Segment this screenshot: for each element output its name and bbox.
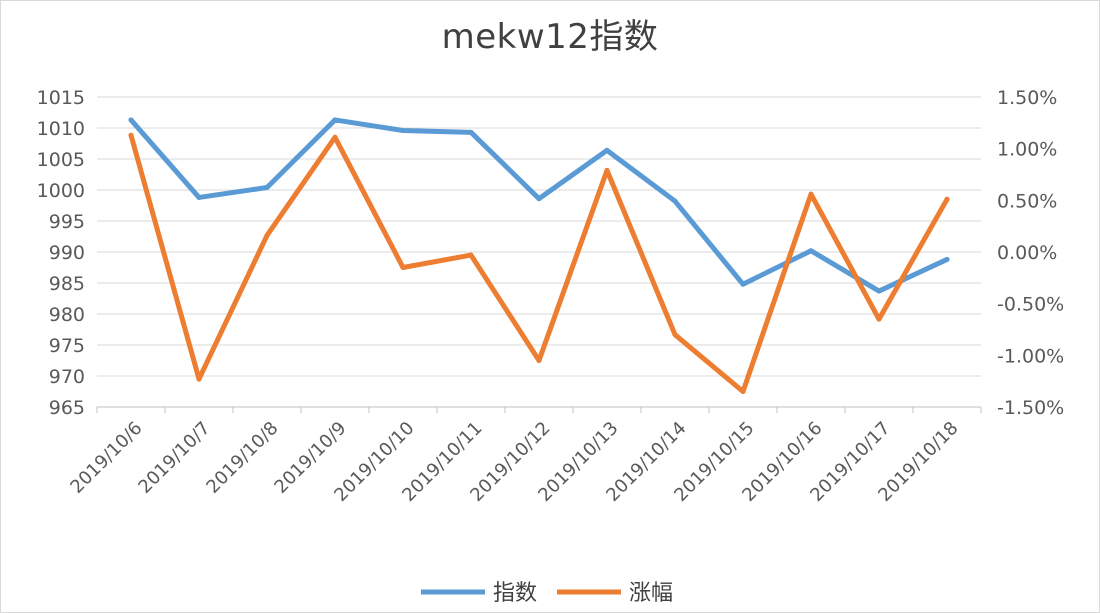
series-1-point <box>604 147 610 153</box>
series-1-point <box>876 288 882 294</box>
left-axis-tick-label: 1015 <box>37 87 85 109</box>
right-axis-tick-label: 0.00% <box>997 242 1057 264</box>
legend-label: 指数 <box>493 581 537 606</box>
left-axis-tick-label: 1005 <box>37 149 85 171</box>
series-1-point <box>536 196 542 202</box>
series-1-point <box>196 194 202 200</box>
left-axis-tick-label: 985 <box>49 273 85 295</box>
series-1-point <box>468 129 474 135</box>
series-1-point <box>740 281 746 287</box>
right-axis-tick-label: 0.50% <box>997 190 1057 212</box>
series-2-point <box>876 316 882 322</box>
right-axis-tick-label: -1.50% <box>997 397 1064 419</box>
series-1-point <box>672 198 678 204</box>
series-2-point <box>196 376 202 382</box>
right-axis-tick-label: -0.50% <box>997 294 1064 316</box>
series-line-2 <box>128 132 950 394</box>
series-2-point <box>264 232 270 238</box>
series-2-point <box>808 191 814 197</box>
series-2-point <box>672 332 678 338</box>
legend-label: 涨幅 <box>629 581 673 606</box>
series-1-point <box>808 248 814 254</box>
series-2-point <box>128 132 134 138</box>
chart-title: mekw12指数 <box>441 17 659 57</box>
left-axis-tick-label: 1000 <box>37 180 85 202</box>
series-1-point <box>128 117 134 123</box>
series-1-point <box>400 127 406 133</box>
series-2-point <box>468 252 474 258</box>
series-2-point <box>740 389 746 394</box>
series-2-point <box>604 167 610 173</box>
series-1-point <box>332 117 338 123</box>
left-axis-tick-label: 990 <box>49 242 85 264</box>
series-1-point <box>944 256 950 262</box>
series-2-point <box>332 134 338 140</box>
left-axis-tick-label: 975 <box>49 335 85 357</box>
x-axis-tick-label: 2019/10/7 <box>134 418 214 498</box>
left-axis-tick-label: 1010 <box>37 118 85 140</box>
series-2-point <box>400 265 406 270</box>
x-axis-tick-label: 2019/10/8 <box>202 418 282 498</box>
series-2-point <box>536 358 542 363</box>
series-2-point <box>944 196 950 202</box>
right-axis-tick-label: 1.50% <box>997 87 1057 109</box>
x-axis-tick-label: 2019/10/6 <box>66 418 146 498</box>
left-axis-tick-label: 980 <box>49 304 85 326</box>
series-1-point <box>264 185 270 191</box>
left-axis-tick-label: 965 <box>49 397 85 419</box>
right-axis-tick-label: 1.00% <box>997 139 1057 161</box>
left-axis-tick-label: 995 <box>49 211 85 233</box>
right-axis-tick-label: -1.00% <box>997 345 1064 367</box>
left-axis-tick-label: 970 <box>49 366 85 388</box>
